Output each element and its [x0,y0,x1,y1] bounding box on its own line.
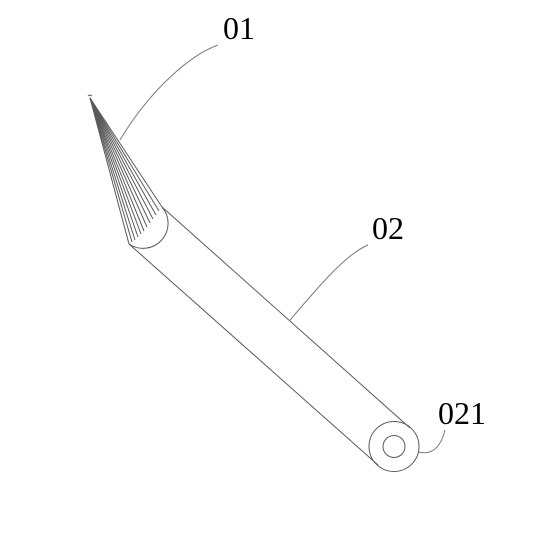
diagram-svg [0,0,551,559]
tip-01 [88,95,162,244]
label-02: 02 [372,210,404,247]
label-01: 01 [223,10,255,47]
label-021: 021 [438,395,486,432]
leader-lines [120,45,445,453]
